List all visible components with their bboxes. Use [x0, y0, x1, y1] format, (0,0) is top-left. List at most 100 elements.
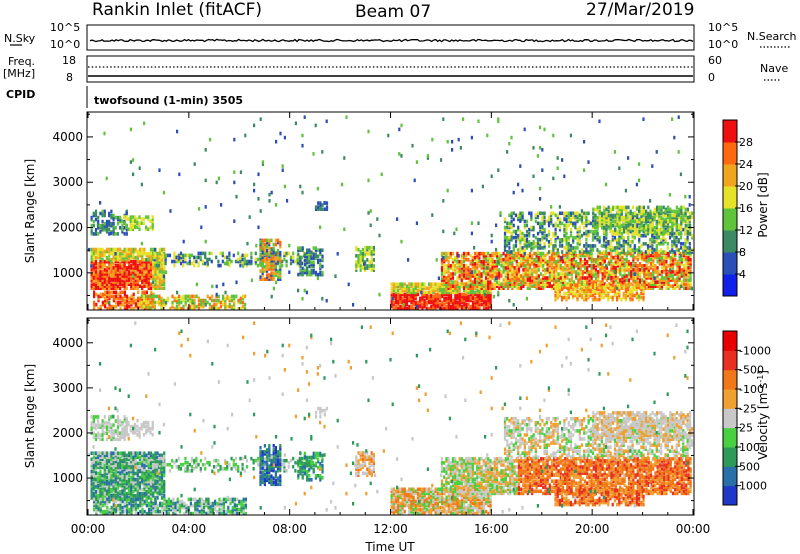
range-cell: [366, 266, 369, 270]
range-cell: [103, 282, 106, 286]
range-cell: [127, 270, 131, 274]
range-cell: [674, 270, 677, 274]
range-cell: [586, 266, 589, 270]
range-cell: [233, 180, 236, 185]
range-cell: [165, 270, 168, 274]
range-cell: [156, 270, 159, 274]
range-cell: [132, 247, 135, 252]
range-cell: [306, 270, 309, 275]
range-cell: [622, 295, 625, 300]
range-cell: [572, 250, 575, 254]
range-cell: [514, 231, 518, 236]
range-cell: [669, 259, 672, 264]
range-cell: [651, 248, 654, 252]
range-cell: [125, 257, 128, 262]
range-cell: [605, 266, 609, 270]
range-cell: [667, 207, 670, 212]
range-cell: [598, 235, 601, 240]
range-cell: [272, 242, 275, 247]
range-cell: [687, 266, 690, 270]
range-cell: [121, 255, 124, 260]
range-cell: [627, 278, 631, 282]
range-cell: [536, 221, 540, 226]
range-cell: [480, 290, 483, 295]
range-cell: [685, 274, 688, 278]
range-cell: [90, 264, 93, 268]
range-cell: [114, 266, 117, 270]
range-cell: [154, 286, 157, 290]
range-cell: [145, 282, 148, 286]
range-cell: [162, 298, 165, 303]
range-cell: [116, 259, 120, 264]
range-cell: [564, 262, 567, 266]
range-cell: [110, 221, 113, 226]
range-cell: [669, 274, 672, 278]
range-cell: [200, 298, 203, 303]
range-cell: [125, 282, 128, 286]
range-cell: [576, 246, 579, 250]
range-cell: [270, 252, 273, 257]
range-cell: [546, 278, 549, 282]
range-cell: [646, 250, 650, 254]
range-cell: [279, 254, 282, 259]
range-cell: [235, 294, 238, 299]
range-cell: [158, 266, 161, 270]
range-cell: [136, 282, 139, 286]
range-cell: [500, 284, 503, 288]
range-cell: [555, 264, 558, 268]
range-cell: [414, 300, 417, 305]
range-cell: [112, 215, 115, 220]
range-cell: [651, 217, 654, 222]
range-cell: [177, 253, 180, 258]
range-cell: [526, 278, 529, 282]
range-cell: [104, 290, 107, 295]
range-cell: [558, 291, 561, 296]
range-cell: [609, 242, 612, 246]
range-cell: [452, 300, 455, 305]
range-cell: [474, 300, 477, 305]
range-cell: [561, 276, 565, 280]
range-cell: [478, 290, 481, 295]
range-cell: [440, 272, 444, 276]
range-cell: [559, 259, 562, 264]
range-cell: [616, 257, 620, 262]
range-cell: [452, 282, 455, 286]
range-cell: [164, 302, 167, 307]
range-cell: [297, 258, 300, 263]
range-cell: [674, 282, 677, 286]
range-cell: [454, 288, 457, 293]
range-cell: [279, 131, 282, 136]
range-cell: [631, 217, 634, 222]
range-cell: [546, 284, 549, 288]
range-cell: [401, 292, 404, 297]
range-cell: [649, 244, 652, 248]
range-cell: [547, 231, 551, 236]
range-cell: [616, 268, 620, 272]
range-cell: [179, 253, 183, 258]
range-cell: [686, 248, 689, 252]
range-cell: [618, 244, 621, 248]
range-cell: [432, 288, 435, 293]
range-cell: [130, 253, 133, 258]
range-cell: [553, 257, 556, 262]
range-cell: [478, 288, 481, 293]
range-cell: [528, 255, 532, 260]
range-cell: [432, 286, 435, 290]
range-cell: [277, 277, 280, 281]
range-cell: [458, 270, 461, 274]
range-cell: [430, 304, 433, 309]
range-cell: [223, 255, 227, 260]
range-cell: [651, 235, 654, 240]
range-cell: [506, 221, 509, 226]
range-cell: [213, 298, 216, 303]
range-cell: [686, 232, 689, 236]
range-cell: [605, 207, 608, 212]
range-cell: [609, 240, 612, 244]
range-cell: [90, 255, 93, 260]
range-cell: [532, 225, 535, 230]
range-cell: [99, 274, 102, 278]
range-cell: [476, 253, 479, 258]
range-cell: [158, 253, 161, 258]
range-cell: [660, 270, 664, 274]
range-cell: [366, 258, 369, 262]
